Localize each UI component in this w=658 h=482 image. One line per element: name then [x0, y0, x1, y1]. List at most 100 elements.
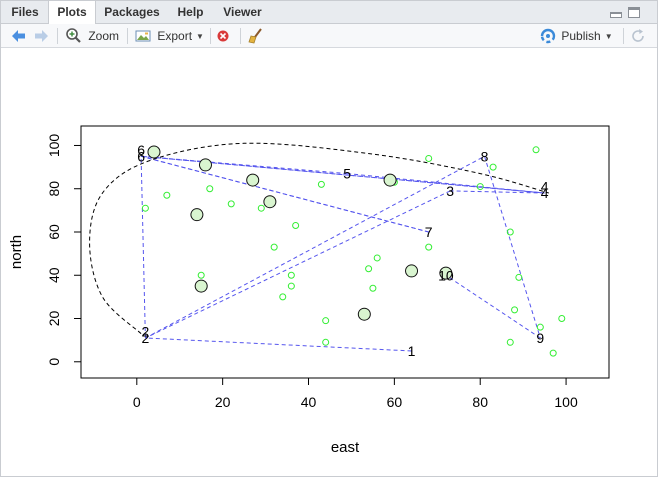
large-point: [383, 173, 397, 187]
toolbar-separator: [210, 28, 211, 44]
point-label: 3: [446, 183, 454, 199]
remove-plot-button[interactable]: [215, 26, 233, 46]
point-label: 10: [438, 267, 454, 283]
export-label: Export: [157, 29, 193, 43]
labels-layer: 1 22 3 44 5 66 7 8 9 10: [137, 142, 549, 359]
point-label: 6: [137, 148, 145, 164]
small-point: [270, 243, 278, 251]
zoom-button[interactable]: Zoom: [64, 26, 122, 46]
chevron-down-icon: ▼: [604, 32, 613, 41]
refresh-button[interactable]: [629, 26, 647, 46]
small-point: [365, 265, 373, 273]
tab-help[interactable]: Help: [177, 5, 204, 19]
route-segment: [450, 190, 545, 194]
small-point: [287, 271, 295, 279]
large-point: [190, 208, 204, 222]
small-point: [506, 338, 514, 346]
toolbar-separator: [240, 28, 241, 44]
small-point: [197, 271, 205, 279]
x-tick-label: 0: [133, 394, 141, 410]
maximize-pane-icon[interactable]: [628, 7, 640, 18]
publish-menu-button[interactable]: Publish ▼: [539, 26, 619, 46]
toolbar-separator: [57, 28, 58, 44]
route-segment: [484, 156, 541, 339]
small-point: [549, 349, 557, 357]
tab-files[interactable]: Files: [11, 5, 39, 19]
small-point: [476, 183, 484, 191]
small-point: [206, 185, 214, 193]
clear-all-plots-button[interactable]: [247, 26, 265, 46]
route-segment: [145, 155, 485, 339]
pane-tab-bar: Files Plots Packages Help Viewer: [1, 1, 657, 25]
tab-viewer[interactable]: Viewer: [223, 5, 262, 19]
small-point: [511, 306, 519, 314]
points-layer: [141, 145, 566, 357]
tab-plots[interactable]: Plots: [48, 1, 96, 25]
point-label: 4: [541, 179, 549, 195]
toolbar-separator: [623, 28, 624, 44]
small-point: [373, 254, 381, 262]
large-point: [405, 264, 419, 278]
point-label: 2: [141, 323, 149, 339]
route-segment: [347, 173, 545, 194]
small-point: [279, 293, 287, 301]
y-tick-label: 80: [46, 181, 62, 197]
axes-layer: 0 20 40 60 80 100 0 20 40 60 80 100: [46, 134, 578, 410]
plot-frame: [80, 125, 610, 379]
zoom-label: Zoom: [88, 29, 120, 43]
refresh-icon: [632, 29, 644, 42]
x-tick-label: 60: [387, 394, 403, 410]
large-point: [263, 195, 277, 209]
large-point: [147, 145, 161, 159]
point-label: 9: [536, 330, 544, 346]
large-point: [439, 266, 453, 280]
broom-icon: [248, 28, 262, 44]
point-label: 5: [343, 166, 351, 182]
export-image-icon: [135, 30, 151, 42]
small-point: [292, 222, 300, 230]
point-label: 1: [408, 343, 416, 359]
large-point: [194, 279, 208, 293]
route-segment: [145, 190, 451, 339]
large-point: [198, 158, 212, 172]
small-point: [322, 317, 330, 325]
small-point: [506, 228, 514, 236]
y-axis-title: north: [8, 235, 25, 269]
small-point: [532, 146, 540, 154]
small-point: [425, 243, 433, 251]
point-label: 4: [541, 185, 549, 201]
y-tick-label: 100: [46, 134, 62, 158]
export-menu-button[interactable]: Export ▼: [134, 26, 206, 46]
x-tick-label: 100: [554, 394, 578, 410]
small-point: [369, 284, 377, 292]
plot-area: 1 2 2 3 4 4 5 6 6 7 8 9 10 0 20 40 60 80 100 0 20 40 60 80 100 …: [1, 49, 657, 477]
small-point: [425, 154, 433, 162]
small-point: [227, 200, 235, 208]
route-segment: [140, 155, 429, 233]
magnifier-icon: [66, 28, 81, 43]
route-layer: [140, 155, 545, 352]
route-segment: [145, 337, 412, 352]
arrow-right-icon[interactable]: [33, 26, 51, 46]
minimize-pane-icon[interactable]: [610, 12, 622, 18]
arrow-left-icon[interactable]: [9, 26, 27, 46]
point-label: 8: [481, 148, 489, 164]
y-tick-label: 60: [46, 224, 62, 240]
route-segment: [445, 274, 541, 339]
small-point: [141, 204, 149, 212]
small-point: [558, 315, 566, 323]
rstudio-connect-icon: [540, 28, 556, 44]
x-tick-label: 80: [472, 394, 488, 410]
large-point: [357, 307, 371, 321]
large-point: [246, 173, 260, 187]
x-axis-title: east: [331, 439, 360, 456]
chevron-down-icon: ▼: [196, 32, 204, 41]
x-tick-label: 20: [215, 394, 231, 410]
tab-packages[interactable]: Packages: [104, 5, 160, 19]
small-point: [317, 180, 325, 188]
small-point: [536, 323, 544, 331]
point-label: 6: [137, 142, 145, 158]
hull-curve: [89, 142, 550, 335]
